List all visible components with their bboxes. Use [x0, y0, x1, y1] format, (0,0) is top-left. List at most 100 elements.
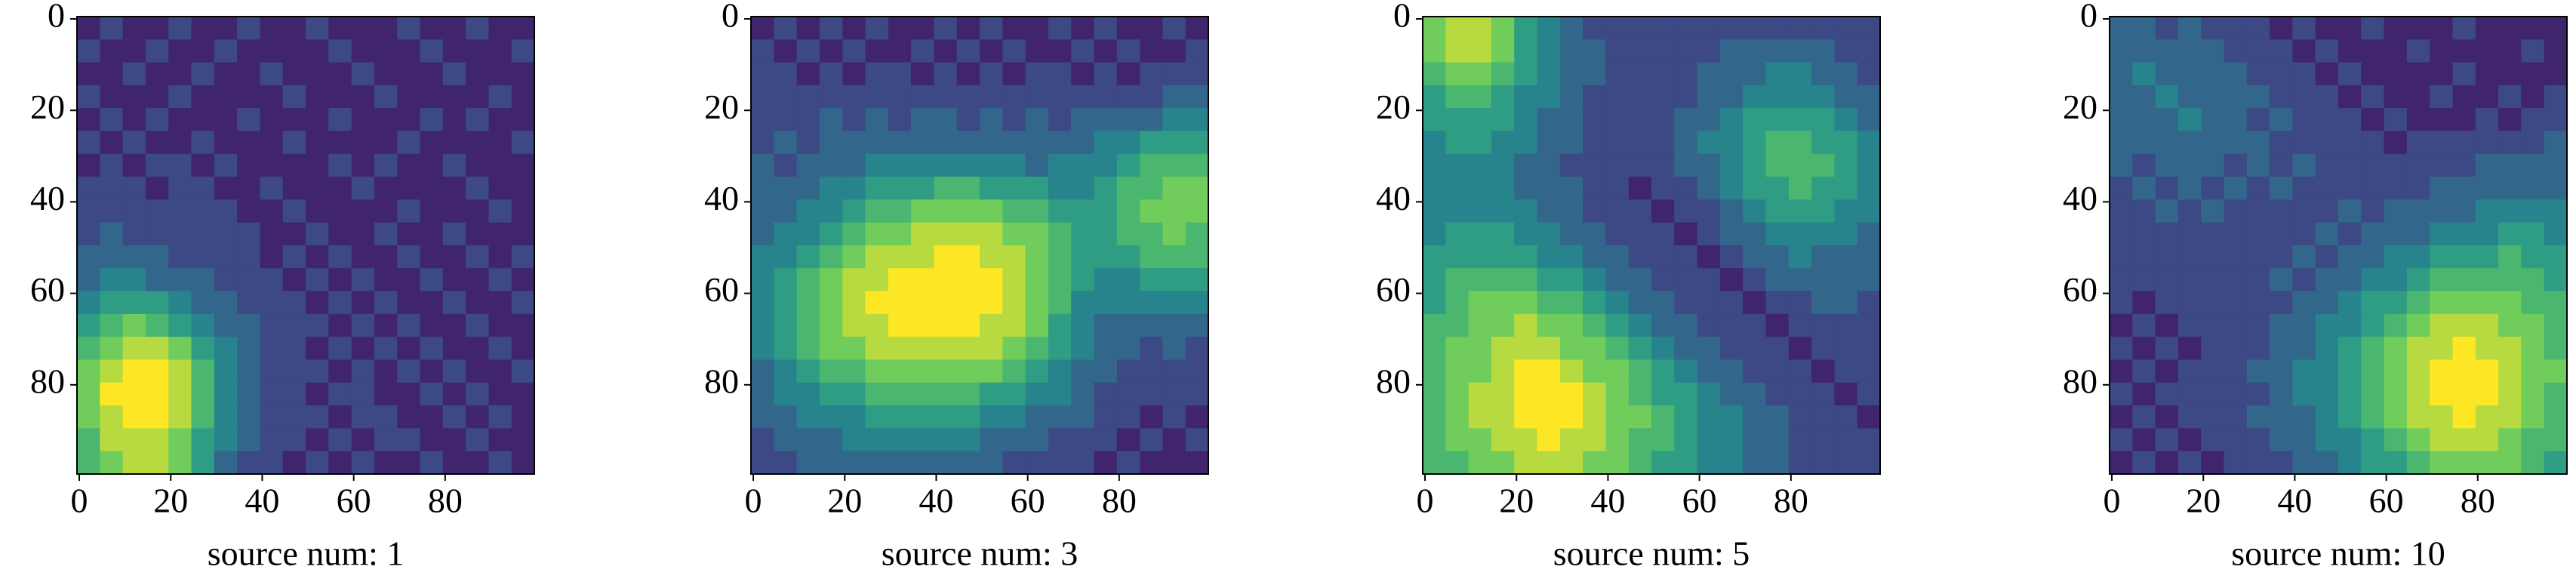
- heatmap-cell: [842, 108, 866, 132]
- heatmap-cell: [420, 39, 444, 63]
- heatmap-cell: [1811, 337, 1835, 361]
- heatmap-cell: [956, 131, 980, 155]
- heatmap-cell: [1765, 382, 1790, 406]
- heatmap-cell: [1857, 108, 1881, 132]
- heatmap-cell: [2498, 451, 2522, 475]
- heatmap-cell: [796, 39, 820, 63]
- heatmap-cell: [1048, 199, 1072, 223]
- heatmap-cell: [351, 17, 375, 40]
- heatmap-cell: [2361, 337, 2385, 361]
- heatmap-cell: [420, 17, 444, 40]
- heatmap-cell: [2155, 405, 2179, 429]
- heatmap-cell: [980, 153, 1003, 177]
- heatmap-cell: [1743, 313, 1767, 337]
- heatmap-cell: [1162, 291, 1186, 315]
- heatmap-cell: [2406, 268, 2430, 292]
- heatmap-cell: [306, 359, 329, 383]
- heatmap-cell: [1094, 62, 1118, 86]
- heatmap-cell: [2521, 153, 2545, 177]
- heatmap-cell: [1651, 359, 1675, 383]
- heatmap-cell: [1628, 39, 1652, 63]
- heatmap-cell: [2361, 359, 2385, 383]
- heatmap-cell: [328, 405, 352, 429]
- y-tick-label: 80: [1376, 362, 1411, 400]
- heatmap-cell: [100, 428, 124, 452]
- heatmap-cell: [865, 268, 889, 292]
- heatmap-cell: [1628, 199, 1652, 223]
- heatmap-cell: [2224, 245, 2248, 269]
- heatmap-cell: [1094, 359, 1118, 383]
- heatmap-cell: [2544, 108, 2568, 132]
- heatmap-cell: [2384, 451, 2408, 475]
- heatmap-cell: [2452, 405, 2476, 429]
- heatmap-cell: [1583, 177, 1606, 200]
- heatmap-cell: [2292, 382, 2316, 406]
- heatmap-cell: [1537, 17, 1561, 40]
- heatmap-cell: [1071, 313, 1095, 337]
- heatmap-cell: [2361, 85, 2385, 109]
- heatmap-cell: [2475, 17, 2499, 40]
- heatmap-cell: [1468, 382, 1492, 406]
- heatmap-cell: [865, 153, 889, 177]
- heatmap-cell: [1445, 131, 1470, 155]
- heatmap-cell: [1674, 62, 1698, 86]
- heatmap-cell: [442, 359, 466, 383]
- heatmap-cell: [796, 131, 820, 155]
- heatmap-cell: [237, 17, 260, 40]
- heatmap-cell: [2452, 428, 2476, 452]
- heatmap-cell: [191, 359, 215, 383]
- heatmap-cell: [1002, 313, 1026, 337]
- heatmap-cell: [842, 177, 866, 200]
- heatmap-cell: [1674, 222, 1698, 246]
- heatmap-cell: [2270, 17, 2293, 40]
- heatmap-cell: [2177, 131, 2202, 155]
- heatmap-cell: [351, 268, 375, 292]
- heatmap-cell: [2475, 382, 2499, 406]
- heatmap-cell: [2498, 108, 2522, 132]
- heatmap-cell: [2406, 39, 2430, 63]
- heatmap-cell: [214, 131, 238, 155]
- heatmap-cell: [1719, 382, 1743, 406]
- heatmap-cell: [1559, 131, 1583, 155]
- heatmap-cell: [466, 199, 489, 223]
- heatmap-cell: [1185, 17, 1209, 40]
- heatmap-cell: [1514, 291, 1538, 315]
- heatmap-cell: [1140, 268, 1163, 292]
- heatmap-cell: [260, 39, 284, 63]
- heatmap-cell: [1185, 268, 1209, 292]
- heatmap-cell: [145, 451, 169, 475]
- heatmap-cell: [1537, 382, 1561, 406]
- heatmap-cell: [1834, 428, 1858, 452]
- heatmap-cell: [1094, 199, 1118, 223]
- heatmap-cell: [1697, 428, 1721, 452]
- heatmap-cell: [2430, 428, 2454, 452]
- heatmap-cell: [328, 153, 352, 177]
- heatmap-cell: [511, 428, 535, 452]
- heatmap-cell: [1491, 359, 1515, 383]
- heatmap-cell: [751, 222, 774, 246]
- heatmap-cell: [2292, 291, 2316, 315]
- heatmap-cell: [260, 17, 284, 40]
- heatmap-cell: [2315, 131, 2339, 155]
- x-tick-label: 60: [1682, 482, 1717, 520]
- heatmap-cell: [2475, 451, 2499, 475]
- y-tick-label: 80: [704, 362, 739, 400]
- heatmap-cell: [1628, 85, 1652, 109]
- heatmap-cell: [1162, 17, 1186, 40]
- heatmap-cell: [1697, 245, 1721, 269]
- heatmap-cell: [328, 199, 352, 223]
- heatmap-cell: [1162, 108, 1186, 132]
- heatmap-cell: [282, 222, 306, 246]
- heatmap-cell: [2224, 337, 2248, 361]
- heatmap-cell: [1605, 291, 1630, 315]
- heatmap-cell: [100, 405, 124, 429]
- heatmap-cell: [2452, 108, 2476, 132]
- heatmap-cell: [1537, 39, 1561, 63]
- heatmap-cell: [1116, 337, 1140, 361]
- heatmap-cell: [2132, 131, 2156, 155]
- heatmap-cell: [2110, 17, 2133, 40]
- heatmap-cell: [1185, 153, 1209, 177]
- heatmap-cell: [2430, 153, 2454, 177]
- heatmap-cell: [2224, 405, 2248, 429]
- heatmap-cell: [2384, 405, 2408, 429]
